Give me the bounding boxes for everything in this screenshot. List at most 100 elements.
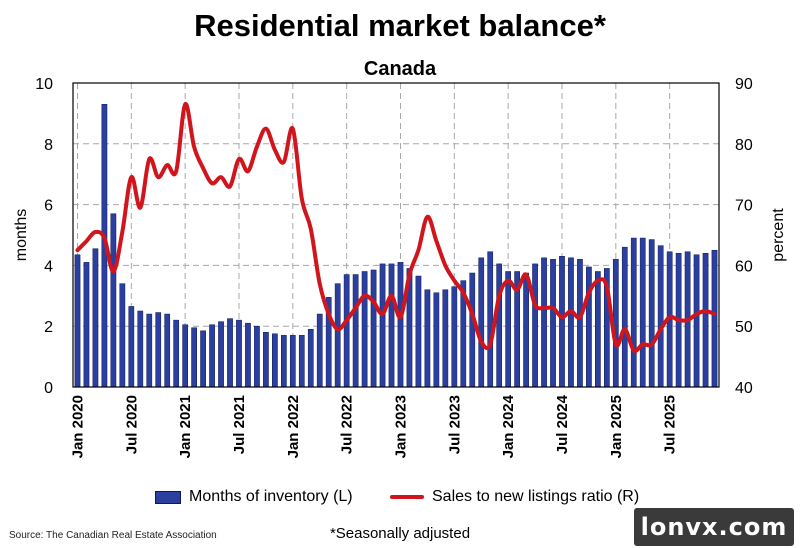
x-tick-label: Jan 2025 [608, 395, 625, 458]
bar-inventory [272, 333, 278, 388]
y-right-tick-label: 80 [735, 137, 753, 154]
bar-inventory [137, 310, 144, 388]
bar-inventory [577, 259, 583, 388]
source-note: Source: The Canadian Real Estate Associa… [9, 530, 217, 541]
y-left-axis-title: months [13, 209, 30, 261]
bar-inventory [263, 332, 269, 388]
bar-inventory [397, 262, 404, 388]
bar-inventory [568, 257, 574, 388]
x-tick-label: Jul 2024 [554, 394, 571, 454]
bar-inventory [702, 252, 709, 388]
bar-inventory [415, 275, 422, 388]
bar-inventory [496, 263, 503, 388]
x-tick-label: Jul 2022 [339, 395, 356, 454]
bar-inventory [693, 254, 700, 388]
y-right-tick-label: 50 [735, 319, 753, 336]
bar-inventory [487, 251, 494, 388]
bar-inventory [316, 313, 323, 388]
chart-title: Residential market balance* [194, 8, 606, 43]
y-left-tick-label: 6 [44, 198, 53, 215]
bar-inventory [334, 283, 341, 388]
bar-inventory [119, 283, 126, 388]
x-tick-label: Jul 2023 [446, 395, 463, 454]
y-right-tick-label: 90 [735, 76, 753, 93]
bar-inventory [541, 257, 547, 388]
bar-inventory [155, 312, 162, 388]
bar-inventory [621, 246, 628, 388]
bar-inventory [83, 262, 90, 388]
bar-inventory [74, 254, 81, 388]
seasonal-note: *Seasonally adjusted [329, 525, 471, 542]
bar-inventory [92, 248, 99, 388]
bar-inventory [424, 289, 431, 388]
bar-inventory [110, 213, 117, 388]
y-left-tick-label: 4 [44, 258, 53, 275]
y-left-tick-label: 0 [44, 380, 53, 397]
bar-inventory [532, 263, 538, 388]
bar-inventory [245, 322, 251, 388]
bar-inventory [209, 324, 215, 388]
legend-label-ratio: Sales to new listings ratio (R) [432, 488, 640, 505]
legend: Months of inventory (L) Sales to new lis… [0, 488, 800, 512]
bar-inventory [361, 271, 368, 388]
bar-inventory [559, 256, 565, 388]
bar-inventory [182, 324, 189, 388]
y-right-tick-label: 70 [735, 198, 753, 215]
bar-inventory [280, 335, 287, 388]
bar-inventory [388, 263, 395, 388]
chart-subtitle: Canada [363, 58, 437, 80]
bar-inventory [370, 269, 377, 388]
x-tick-label: Jan 2024 [500, 394, 517, 458]
bar-inventory [442, 289, 449, 388]
watermark-logo: lonvx.com [634, 508, 794, 546]
bar-inventory [657, 245, 664, 388]
x-tick-label: Jul 2025 [662, 395, 679, 454]
legend-line-swatch [390, 495, 424, 499]
x-tick-label: Jan 2021 [177, 395, 194, 458]
x-tick-label: Jan 2020 [69, 395, 86, 458]
bar-inventory [586, 266, 592, 388]
bar-inventory [505, 271, 512, 388]
y-left-tick-label: 10 [35, 76, 53, 93]
legend-item-inventory: Months of inventory (L) [155, 488, 353, 506]
bar-inventory [307, 328, 314, 388]
bar-inventory [352, 274, 359, 388]
y-left-tick-label: 2 [44, 319, 53, 336]
bar-inventory [191, 327, 197, 388]
bar-inventory [711, 249, 718, 388]
bar-inventory [379, 263, 386, 388]
bar-inventory [630, 237, 637, 388]
legend-label-inventory: Months of inventory (L) [189, 488, 353, 505]
bar-inventory [343, 274, 350, 388]
bar-inventory [164, 313, 171, 388]
bar-inventory [254, 325, 260, 388]
bar-inventory [469, 272, 476, 388]
bar-inventory [227, 318, 233, 388]
bar-inventory [289, 335, 296, 388]
bar-inventory [478, 257, 485, 388]
x-tick-label: Jul 2020 [123, 395, 140, 454]
y-right-tick-label: 60 [735, 258, 753, 275]
plot-frame [72, 82, 720, 388]
x-tick-label: Jan 2023 [392, 395, 409, 458]
x-tick-label: Jul 2021 [231, 395, 248, 454]
y-right-axis-title: percent [770, 208, 787, 262]
legend-item-ratio: Sales to new listings ratio (R) [390, 488, 639, 506]
line-sales-ratio [75, 102, 717, 353]
x-tick-label: Jan 2022 [285, 395, 302, 458]
bar-inventory [433, 292, 440, 388]
y-right-tick-label: 40 [735, 380, 753, 397]
bar-inventory [648, 239, 655, 388]
bar-inventory [200, 330, 206, 388]
y-left-tick-label: 8 [44, 137, 53, 154]
bar-inventory [451, 286, 458, 388]
bar-inventory [173, 319, 180, 388]
bar-inventory [595, 271, 601, 388]
bar-inventory [128, 306, 135, 388]
bar-inventory [146, 313, 153, 388]
bar-inventory [639, 237, 646, 388]
bar-inventory [298, 335, 305, 388]
bar-inventory [550, 259, 556, 388]
bar-inventory [523, 272, 529, 388]
